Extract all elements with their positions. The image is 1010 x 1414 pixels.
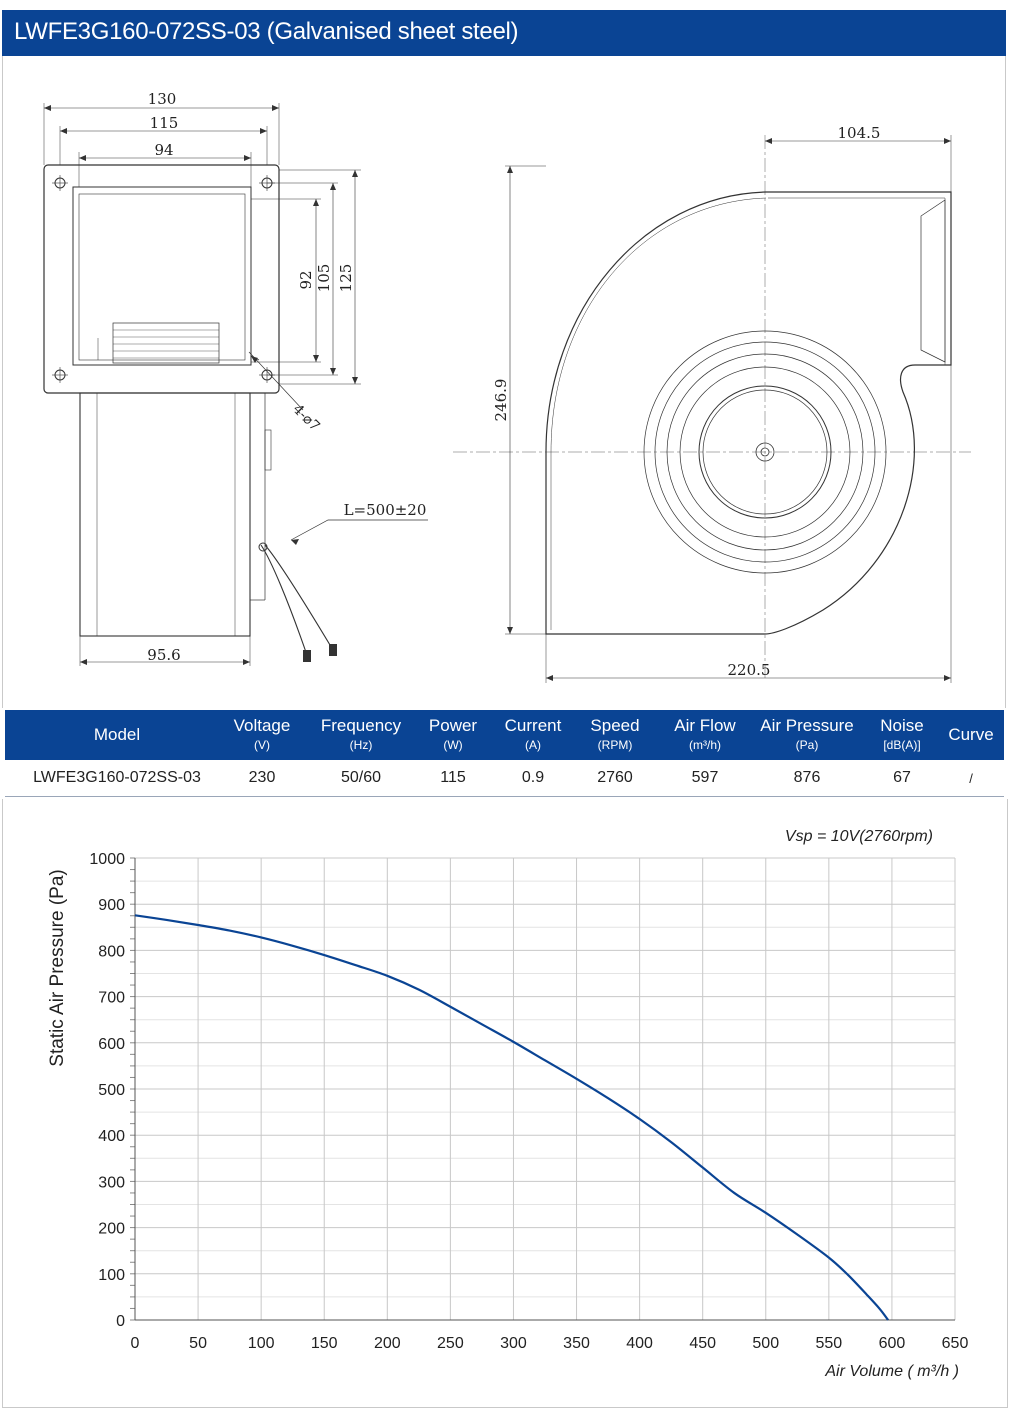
technical-drawing: 130 115 94 92 105 125 4-⌀7 95.6 L=500±20… — [43, 90, 971, 683]
dim-height-outer: 125 — [337, 264, 355, 293]
side-view — [453, 135, 971, 683]
dim-side-width: 220.5 — [728, 661, 771, 679]
cell-power: 115 — [440, 769, 466, 786]
cell-speed: 2760 — [597, 769, 633, 786]
cell-air-flow: 597 — [691, 769, 719, 786]
col-power: Power (W) — [428, 716, 478, 752]
performance-chart-panel: Vsp = 10V(2760rpm) Static Air Pressure (… — [2, 799, 1008, 1408]
col-curve: Curve — [948, 725, 994, 744]
y-tick-label: 700 — [98, 990, 125, 1007]
x-tick-label: 450 — [689, 1335, 716, 1352]
y-tick-label: 100 — [98, 1267, 125, 1284]
col-model: Model — [93, 725, 141, 744]
dim-width-holes: 115 — [150, 114, 179, 132]
specs-header-row: Model Voltage (V) Frequency (Hz) Power (W) … — [5, 710, 1004, 760]
col-noise: Noise [dB(A)] — [880, 716, 924, 752]
cell-model: LWFE3G160-072SS-03 — [33, 769, 201, 786]
dim-width-outer: 130 — [148, 90, 177, 108]
dim-width-outlet: 94 — [154, 141, 173, 159]
y-tick-label: 1000 — [89, 851, 125, 868]
x-tick-label: 100 — [248, 1335, 275, 1352]
x-tick-label: 250 — [437, 1335, 464, 1352]
y-tick-label: 0 — [116, 1313, 125, 1330]
dim-depth: 95.6 — [147, 646, 180, 664]
dim-side-top: 104.5 — [838, 124, 881, 142]
x-tick-label: 50 — [189, 1335, 207, 1352]
y-tick-label: 900 — [98, 897, 125, 914]
col-current: Current (A) — [504, 716, 562, 752]
hole-spec: 4-⌀7 — [289, 401, 322, 434]
x-tick-label: 650 — [942, 1335, 969, 1352]
cell-frequency: 50/60 — [340, 769, 382, 786]
chart-annotation: Vsp = 10V(2760rpm) — [785, 828, 933, 845]
y-tick-label: 200 — [98, 1221, 125, 1238]
x-tick-label: 550 — [815, 1335, 842, 1352]
y-tick-label: 400 — [98, 1128, 125, 1145]
col-voltage: Voltage (V) — [233, 716, 291, 752]
pressure-curve-line — [134, 914, 890, 1321]
specs-table: Model Voltage (V) Frequency (Hz) Power (W) … — [5, 708, 1004, 798]
cell-current: 0.9 — [521, 769, 545, 786]
cell-air-pressure: 876 — [793, 769, 821, 786]
dim-height-holes: 105 — [315, 264, 333, 293]
dim-height-outlet: 92 — [297, 270, 315, 289]
x-tick-label: 350 — [563, 1335, 590, 1352]
col-air-flow: Air Flow (m³/h) — [674, 716, 736, 752]
front-view — [43, 103, 428, 666]
x-tick-label: 0 — [131, 1335, 140, 1352]
drawing-frame: 130 115 94 92 105 125 4-⌀7 95.6 L=500±20… — [2, 56, 1006, 708]
col-frequency: Frequency (Hz) — [320, 716, 402, 752]
specs-data-row: LWFE3G160-072SS-03 230 50/60 115 0.9 276… — [5, 760, 1004, 797]
x-tick-label: 600 — [879, 1335, 906, 1352]
x-tick-label: 500 — [752, 1335, 779, 1352]
y-tick-label: 600 — [98, 1036, 125, 1053]
x-axis-label: Air Volume ( m³/h ) — [824, 1363, 959, 1380]
cell-voltage: 230 — [248, 769, 276, 786]
performance-chart: Vsp = 10V(2760rpm) Static Air Pressure (… — [47, 828, 968, 1380]
x-tick-label: 200 — [374, 1335, 401, 1352]
x-tick-label: 400 — [626, 1335, 653, 1352]
y-axis-label: Static Air Pressure (Pa) — [47, 869, 68, 1066]
x-tick-label: 150 — [311, 1335, 338, 1352]
y-tick-label: 800 — [98, 943, 125, 960]
cell-noise: 67 — [893, 769, 911, 786]
col-speed: Speed (RPM) — [590, 716, 640, 752]
title-bar: LWFE3G160-072SS-03 (Galvanised sheet ste… — [2, 10, 1006, 56]
chart-grid — [134, 857, 956, 1321]
page-title: LWFE3G160-072SS-03 (Galvanised sheet ste… — [14, 18, 519, 45]
chart-ticks: 0 50 100 150 200 250 300 350 400 450 500 550 600 650 0… — [89, 851, 968, 1352]
cell-curve: / — [969, 771, 973, 786]
cable-length: L=500±20 — [344, 501, 427, 519]
col-air-pressure: Air Pressure (Pa) — [760, 716, 854, 752]
y-tick-label: 500 — [98, 1082, 125, 1099]
dim-side-height: 246.9 — [492, 379, 510, 422]
chart-series — [134, 914, 890, 1321]
y-tick-label: 300 — [98, 1174, 125, 1191]
x-tick-label: 300 — [500, 1335, 527, 1352]
